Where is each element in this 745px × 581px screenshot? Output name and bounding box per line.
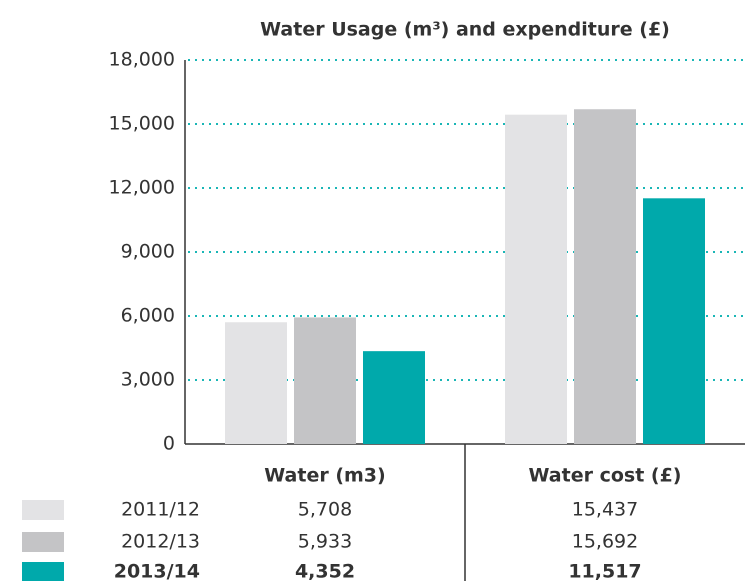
table-value: 11,517 [568, 561, 641, 581]
y-tick-label: 6,000 [121, 305, 175, 327]
table-value: 4,352 [295, 561, 355, 581]
bar [294, 317, 356, 444]
y-tick-label: 12,000 [109, 177, 175, 199]
y-tick-label: 15,000 [109, 113, 175, 135]
category-header: Water (m3) [264, 465, 385, 487]
bar [225, 322, 287, 444]
table-value: 15,437 [572, 499, 638, 521]
bar [574, 109, 636, 444]
chart-title: Water Usage (m³) and expenditure (£) [260, 19, 670, 41]
category-header: Water cost (£) [529, 465, 682, 487]
y-tick-label: 18,000 [109, 49, 175, 71]
y-tick-label: 9,000 [121, 241, 175, 263]
legend-label: 2013/14 [114, 561, 200, 581]
legend-swatch [22, 562, 64, 581]
bar [643, 198, 705, 444]
legend-swatch [22, 500, 64, 520]
table-value: 5,933 [298, 531, 352, 553]
table-value: 15,692 [572, 531, 638, 553]
legend-label: 2012/13 [121, 531, 200, 553]
bar [505, 114, 567, 444]
y-tick-label: 3,000 [121, 369, 175, 391]
table-value: 5,708 [298, 499, 352, 521]
bar [363, 351, 425, 444]
legend-swatch [22, 532, 64, 552]
legend-label: 2011/12 [121, 499, 200, 521]
y-tick-label: 0 [163, 433, 175, 455]
